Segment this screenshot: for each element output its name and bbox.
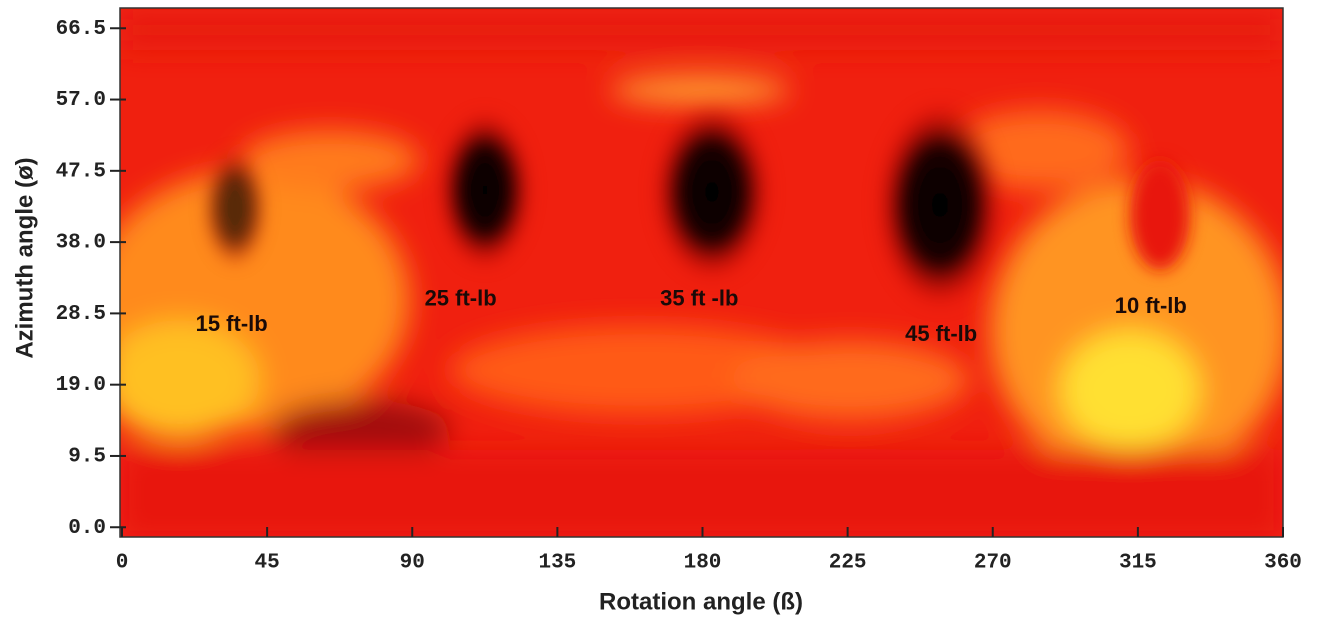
x-tick-label: 225 <box>829 552 867 575</box>
annotation: 10 ft-lb <box>1115 293 1187 318</box>
y-tick-label: 28.5 <box>56 303 106 326</box>
y-tick-label: 19.0 <box>56 374 106 397</box>
x-tick-label: 360 <box>1264 552 1302 575</box>
x-tick-label: 315 <box>1119 552 1157 575</box>
x-tick-label: 135 <box>538 552 576 575</box>
x-axis-label: Rotation angle (ß) <box>599 588 803 615</box>
y-tick-label: 57.0 <box>56 89 106 112</box>
x-tick-label: 0 <box>116 552 129 575</box>
annotation: 15 ft-lb <box>196 311 268 336</box>
y-tick-label: 47.5 <box>56 160 106 183</box>
annotation: 45 ft-lb <box>905 321 977 346</box>
heatmap <box>120 8 1283 537</box>
x-tick-label: 270 <box>974 552 1012 575</box>
x-tick-label: 180 <box>684 552 722 575</box>
annotation: 25 ft-lb <box>425 286 497 311</box>
x-tick-label: 45 <box>255 552 280 575</box>
y-tick-label: 9.5 <box>68 446 106 469</box>
annotation: 35 ft -lb <box>660 286 738 311</box>
y-tick-label: 38.0 <box>56 232 106 255</box>
x-tick-label: 90 <box>400 552 425 575</box>
y-axis-label: Azimuth angle (ø) <box>11 157 38 358</box>
y-tick-label: 66.5 <box>56 18 106 41</box>
y-tick-label: 0.0 <box>68 517 106 540</box>
